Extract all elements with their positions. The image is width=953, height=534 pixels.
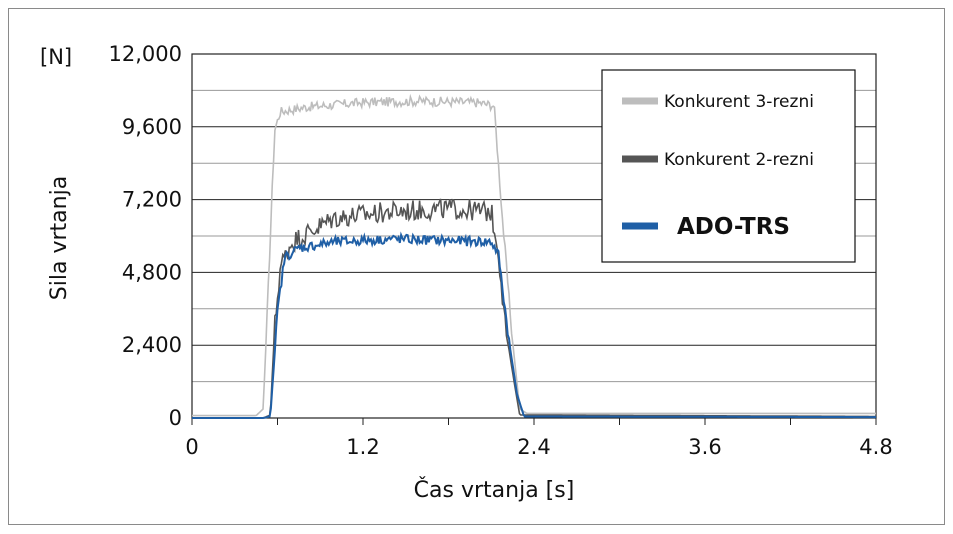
- x-tick-label: 1.2: [346, 435, 379, 459]
- legend: Konkurent 3-rezni Konkurent 2-rezni ADO-…: [601, 69, 856, 263]
- x-tick-label: 3.6: [688, 435, 721, 459]
- legend-label-konkurent-3: Konkurent 3-rezni: [664, 92, 814, 112]
- x-axis-title: Čas vrtanja [s]: [414, 477, 575, 503]
- legend-label-konkurent-2: Konkurent 2-rezni: [664, 150, 814, 170]
- tick-labels: 0 2,400 4,800 7,200 9,600 12,000 0 1.2 2.4 3.6 4.8: [109, 42, 893, 459]
- y-axis-title: Sila vrtanja: [47, 176, 72, 300]
- series-line-ado-trs: [192, 231, 876, 419]
- plot-border: [191, 53, 877, 419]
- legend-label-ado-trs: ADO-TRS: [677, 214, 790, 240]
- plot-area: [191, 53, 877, 419]
- x-tick-label: 2.4: [517, 435, 550, 459]
- y-tick-label: 12,000: [109, 42, 182, 66]
- y-tick-label: 7,200: [122, 188, 182, 212]
- series-layer: [192, 93, 876, 419]
- x-tick-label: 4.8: [859, 435, 892, 459]
- y-tick-label: 4,800: [122, 260, 182, 284]
- y-unit-label: [N]: [40, 45, 72, 69]
- series-line-konkurent-3-rezni: [192, 93, 876, 417]
- y-tick-label: 9,600: [122, 115, 182, 139]
- y-tick-label: 0: [169, 406, 182, 430]
- x-tick-label: 0: [185, 435, 198, 459]
- y-tick-label: 2,400: [122, 333, 182, 357]
